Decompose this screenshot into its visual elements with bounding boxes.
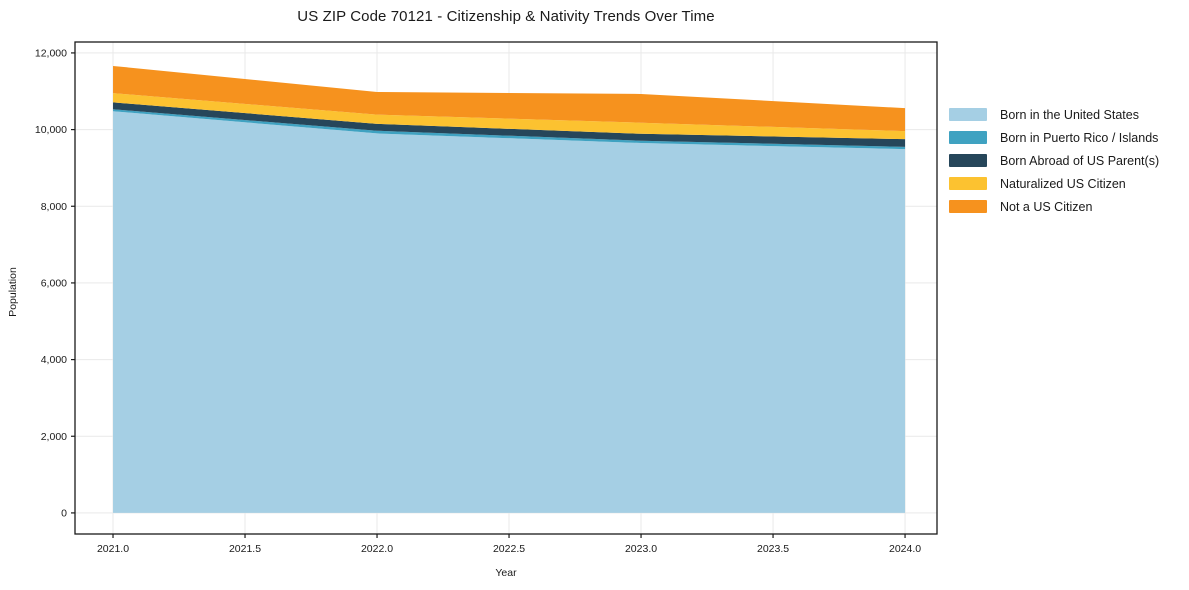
y-tick-label: 8,000 <box>41 201 67 213</box>
chart-title: US ZIP Code 70121 - Citizenship & Nativi… <box>297 8 715 25</box>
legend-swatch-naturalized-icon <box>949 177 987 190</box>
legend-swatch-not-citizen-icon <box>949 200 987 213</box>
x-tick-label: 2023.5 <box>757 543 789 555</box>
y-tick-label: 2,000 <box>41 431 67 443</box>
legend-label: Born in Puerto Rico / Islands <box>1000 130 1159 145</box>
x-tick-label: 2022.5 <box>493 543 525 555</box>
x-tick-label: 2024.0 <box>889 543 921 555</box>
legend-swatch-born-puerto-rico-icon <box>949 131 987 144</box>
x-tick-label: 2021.5 <box>229 543 261 555</box>
area-series-1 <box>113 109 906 150</box>
area-series-3 <box>113 93 906 140</box>
x-tick-label: 2022.0 <box>361 543 393 555</box>
legend-label: Not a US Citizen <box>1000 199 1093 214</box>
legend-swatch-born-in-us-icon <box>949 108 987 121</box>
legend-item-born-abroad: Born Abroad of US Parent(s) <box>949 149 1159 172</box>
area-series-0 <box>113 111 906 513</box>
y-tick-label: 10,000 <box>35 124 67 136</box>
plot-border <box>74 41 938 535</box>
y-axis-label: Population <box>7 267 19 317</box>
area-series-4 <box>113 65 906 132</box>
area-series-2 <box>113 102 906 147</box>
x-axis-label: Year <box>495 567 517 579</box>
legend-label: Born in the United States <box>1000 107 1139 122</box>
legend-swatch-born-abroad-icon <box>949 154 987 167</box>
y-tick-label: 4,000 <box>41 354 67 366</box>
y-tick-label: 0 <box>61 507 67 519</box>
legend-label: Born Abroad of US Parent(s) <box>1000 153 1160 168</box>
chart-legend: Born in the United States Born in Puerto… <box>949 103 1159 218</box>
y-tick-label: 12,000 <box>35 47 67 59</box>
legend-item-not-citizen: Not a US Citizen <box>949 195 1159 218</box>
x-tick-label: 2021.0 <box>97 543 129 555</box>
x-tick-label: 2023.0 <box>625 543 657 555</box>
legend-label: Naturalized US Citizen <box>1000 176 1126 191</box>
legend-item-naturalized: Naturalized US Citizen <box>949 172 1159 195</box>
y-tick-label: 6,000 <box>41 277 67 289</box>
legend-item-born-puerto-rico: Born in Puerto Rico / Islands <box>949 126 1159 149</box>
legend-item-born-in-us: Born in the United States <box>949 103 1159 126</box>
